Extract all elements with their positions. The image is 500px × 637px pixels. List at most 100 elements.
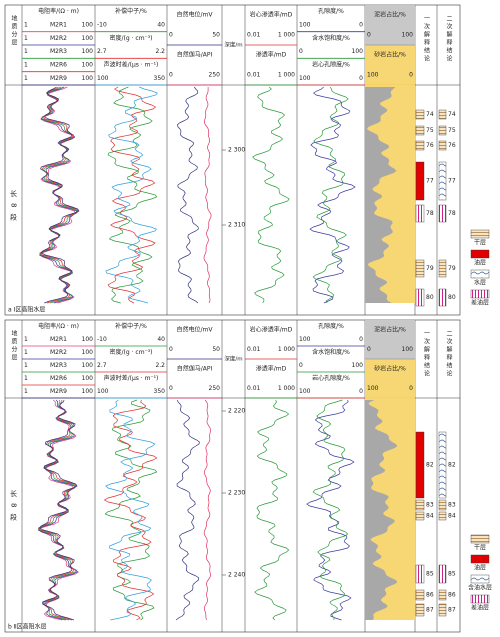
- scale-min: 100: [367, 385, 379, 392]
- layer-box: [438, 564, 447, 584]
- layer-box: [415, 204, 425, 223]
- track-label: 自然伽马/API: [177, 51, 213, 59]
- perm-curve: [252, 86, 290, 304]
- scale-max: 1 000: [278, 385, 295, 392]
- scale-min: 0: [169, 72, 173, 79]
- track-label: 岩心渗透率/mD: [250, 11, 293, 19]
- scale-max: 100: [82, 375, 94, 382]
- scale-max: 100: [82, 349, 94, 356]
- layer-number: 78: [426, 210, 434, 217]
- layer-box: [415, 499, 425, 511]
- layer-number: 77: [426, 178, 434, 185]
- depth-label: 2 230: [228, 490, 245, 497]
- porosity-log-curve: [107, 86, 157, 304]
- panel-caption: b Ⅱ区高阻水层: [8, 623, 47, 631]
- porosity-log-curve: [103, 399, 158, 621]
- scale-min: 1: [24, 375, 28, 382]
- layer-number: 87: [448, 607, 456, 614]
- scale-min: 1: [24, 35, 28, 42]
- scale-min: 1: [24, 349, 28, 356]
- scale-min: 100: [367, 72, 379, 79]
- sp-curve: [175, 399, 200, 621]
- track-label: 砂岩占比/%: [374, 364, 406, 372]
- layer-number: 85: [426, 571, 434, 578]
- legend-label: 油层: [474, 259, 486, 267]
- layer-box: [438, 603, 447, 617]
- scale-max: 0: [359, 336, 363, 343]
- scale-max: 250: [209, 385, 221, 392]
- scale-min: 0.01: [247, 72, 261, 79]
- layer-box: [415, 259, 425, 278]
- track-label: 孔隙度/%: [318, 322, 344, 330]
- panel-frame: [4, 4, 461, 316]
- scale-max: 100: [82, 48, 94, 55]
- track-label: 砂岩占比/%: [374, 51, 406, 59]
- layer-box: [438, 125, 447, 136]
- track-label: 自然电位/mV: [177, 325, 214, 333]
- track-label: 岩心孔隙度/%: [312, 374, 350, 382]
- scale-max: 250: [209, 72, 221, 79]
- layer-box: [415, 603, 425, 617]
- scale-max: 0: [409, 72, 413, 79]
- scale-max: 100: [82, 362, 94, 369]
- track-label: M2R1: [50, 336, 67, 343]
- layer-number: 80: [426, 294, 434, 301]
- scale-min: 0.01: [247, 32, 261, 39]
- legend-label: 差油层: [471, 604, 489, 612]
- scale-max: 0: [359, 22, 363, 29]
- scale-min: 2.7: [97, 362, 107, 369]
- legend-swatch: [470, 249, 490, 259]
- scale-min: 100: [299, 388, 311, 395]
- layer-number: 82: [426, 462, 434, 469]
- conclusion1-title: 一次解释结论: [423, 330, 430, 378]
- track-label: 渗透率/mD: [256, 51, 287, 59]
- scale-max: 100: [82, 388, 94, 395]
- legend-label: 水层: [474, 279, 486, 287]
- perm-curve: [254, 399, 290, 621]
- resistivity-curve: [39, 399, 78, 621]
- track-label: 自然伽马/API: [177, 364, 213, 372]
- layer-box: [415, 589, 425, 601]
- legend-swatch: [470, 269, 490, 279]
- panel-caption: a Ⅰ区高阻水层: [8, 306, 45, 314]
- layer-number: 83: [426, 502, 434, 509]
- gr-curve: [203, 87, 212, 304]
- layer-number: 80: [448, 294, 456, 301]
- layer-box: [415, 288, 425, 307]
- layer-number: 74: [426, 111, 434, 118]
- layer-number: 79: [448, 265, 456, 272]
- track-label: 泥岩占比/%: [374, 11, 406, 19]
- layer-box: [415, 125, 425, 136]
- track-label: 声波时差/(μs · m⁻¹): [104, 61, 159, 69]
- legend-label: 油层: [474, 564, 486, 572]
- depth-label: 2 220: [228, 408, 245, 415]
- track-label: M2R6: [50, 375, 67, 382]
- layer-box: [415, 564, 425, 584]
- track-label: 岩心渗透率/mD: [250, 325, 293, 333]
- layer-box: [438, 288, 447, 307]
- legend-label: 差油层: [471, 299, 489, 307]
- scale-min: 0.01: [247, 385, 261, 392]
- scale-min: 0: [169, 32, 173, 39]
- scale-max: 0: [359, 388, 363, 395]
- porosity-log-curve: [105, 86, 158, 304]
- track-label: 电阻率/(Ω · m): [38, 7, 79, 15]
- scale-min: 100: [299, 22, 311, 29]
- panel-frame: [4, 319, 461, 633]
- zone-label: 长8段: [10, 189, 18, 226]
- scale-max: 100: [82, 35, 94, 42]
- scale-min: 1: [24, 388, 28, 395]
- shale-fill: [365, 87, 397, 303]
- layer-box: [415, 431, 425, 499]
- resistivity-curve: [40, 86, 80, 304]
- geology-title: 地质分层: [10, 14, 17, 47]
- layer-box: [438, 161, 447, 201]
- layer-box: [438, 589, 447, 601]
- track-label: 渗透率/mD: [256, 364, 287, 372]
- scale-min: -10: [97, 22, 107, 29]
- scale-max: 1 000: [278, 346, 295, 353]
- layer-box: [438, 511, 447, 521]
- scale-max: 100: [352, 48, 364, 55]
- layer-number: 86: [426, 592, 434, 599]
